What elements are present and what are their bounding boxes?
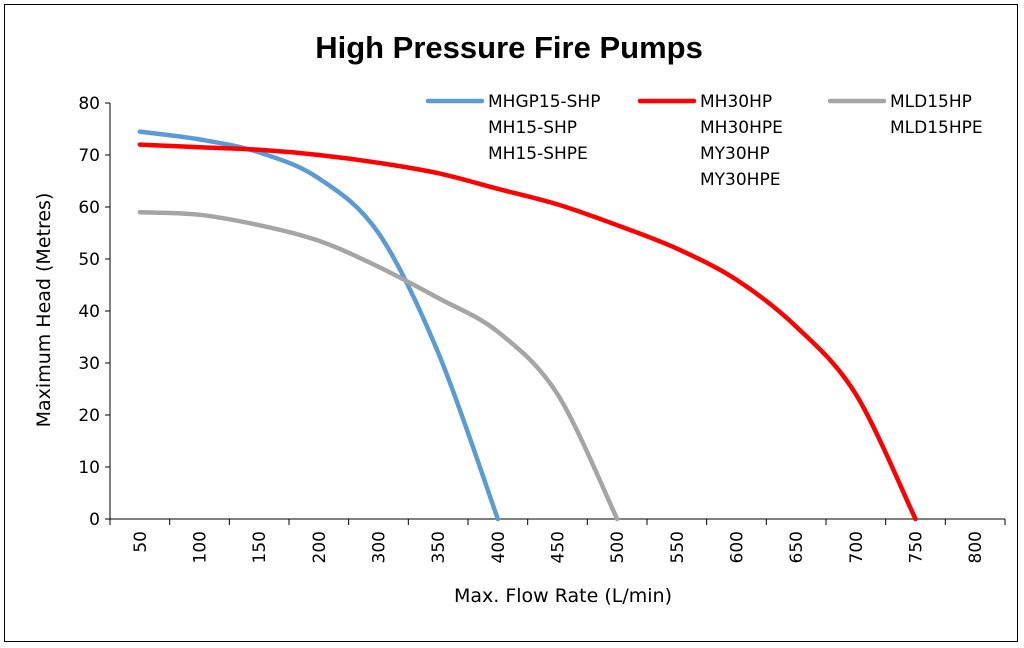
y-tick-label: 10 [78,458,100,478]
x-tick-label: 100 [191,531,211,563]
chart-title: High Pressure Fire Pumps [315,30,703,65]
legend-label: MLD15HPE [890,118,983,138]
legend-label: MLD15HP [890,92,972,112]
x-tick-label: 700 [847,531,867,563]
y-axis-title: Maximum Head (Metres) [33,193,55,428]
chart-frame [4,4,1018,642]
legend: MHGP15-SHP MH15-SHP MH15-SHPE MH30HP MH30HPE… [425,92,983,190]
x-tick-label: 600 [728,531,748,563]
x-axis-title: Max. Flow Rate (L/min) [454,585,672,607]
y-tick-label: 20 [78,406,100,426]
x-tick-label: 550 [668,531,688,563]
y-tick-label: 80 [78,94,100,114]
x-tick-label: 150 [250,531,270,563]
x-tick-label: 650 [787,531,807,563]
series-line-3 [137,209,620,522]
legend-label: MHGP15-SHP [488,92,600,112]
x-tick-label: 450 [549,531,569,563]
series-lines [137,129,918,522]
legend-label: MH30HP [700,92,772,112]
series-line-2 [137,142,918,522]
y-tick-label: 70 [78,146,100,166]
x-tick-label: 200 [310,531,330,563]
legend-label: MY30HP [700,144,770,164]
x-tick-label: 500 [608,531,628,563]
x-tick-label: 300 [370,531,390,563]
x-tick-label: 750 [907,531,927,563]
y-tick-label: 0 [89,510,100,530]
series-line-1 [137,129,501,522]
y-tick-label: 60 [78,198,100,218]
legend-label: MY30HPE [700,170,780,190]
legend-label: MH15-SHPE [488,144,588,164]
y-tick-label: 40 [78,302,100,322]
axes: 0 10 20 30 40 50 60 70 80 50 100 150 200 300 350 400 450… [78,94,1006,563]
y-tick-label: 50 [78,250,100,270]
x-tick-label: 800 [966,531,986,563]
x-tick-label: 50 [131,531,151,553]
legend-label: MH30HPE [700,118,783,138]
x-tick-label: 400 [489,531,509,563]
y-tick-label: 30 [78,354,100,374]
x-tick-label: 350 [429,531,449,563]
legend-label: MH15-SHP [488,118,577,138]
